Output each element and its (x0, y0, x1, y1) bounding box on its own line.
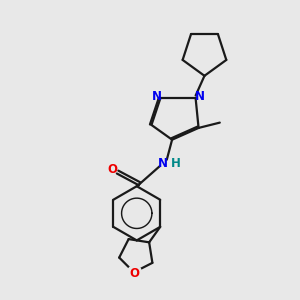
Text: H: H (171, 157, 181, 170)
Text: N: N (152, 90, 161, 103)
Text: O: O (129, 267, 139, 280)
Text: N: N (194, 90, 205, 103)
Text: O: O (107, 163, 117, 176)
Text: N: N (158, 157, 168, 170)
